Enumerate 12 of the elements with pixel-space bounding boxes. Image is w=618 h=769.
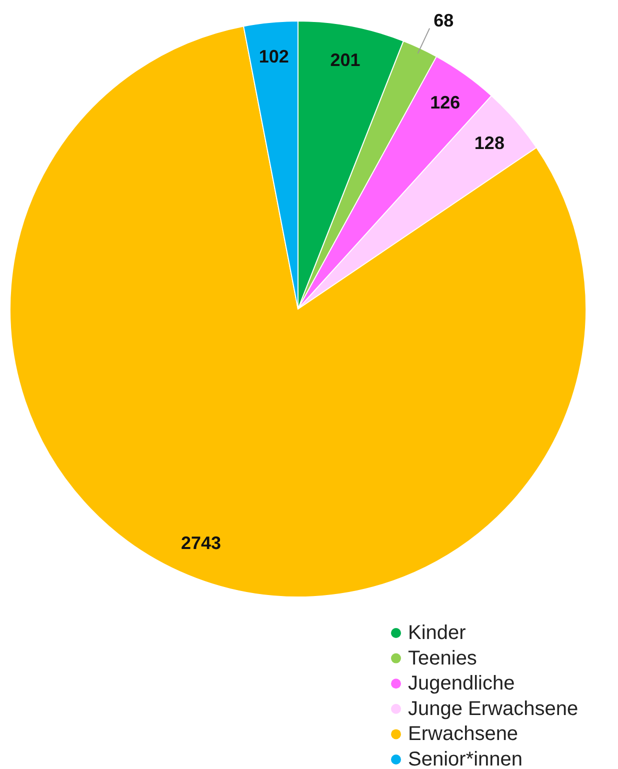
data-label: 68: [434, 10, 454, 30]
legend-label: Senior*innen: [408, 748, 523, 769]
data-label: 126: [430, 92, 460, 113]
data-label: 2743: [180, 533, 222, 554]
data-label: 128: [474, 132, 504, 153]
legend-label: Teenies: [408, 647, 477, 670]
legend-label: Erwachsene: [408, 723, 518, 746]
data-label: 102: [258, 46, 289, 67]
legend-label: Kinder: [408, 622, 466, 644]
legend-label: Jugendliche: [408, 672, 515, 695]
legend-label: Junge Erwachsene: [408, 698, 578, 720]
data-label: 201: [330, 50, 360, 70]
